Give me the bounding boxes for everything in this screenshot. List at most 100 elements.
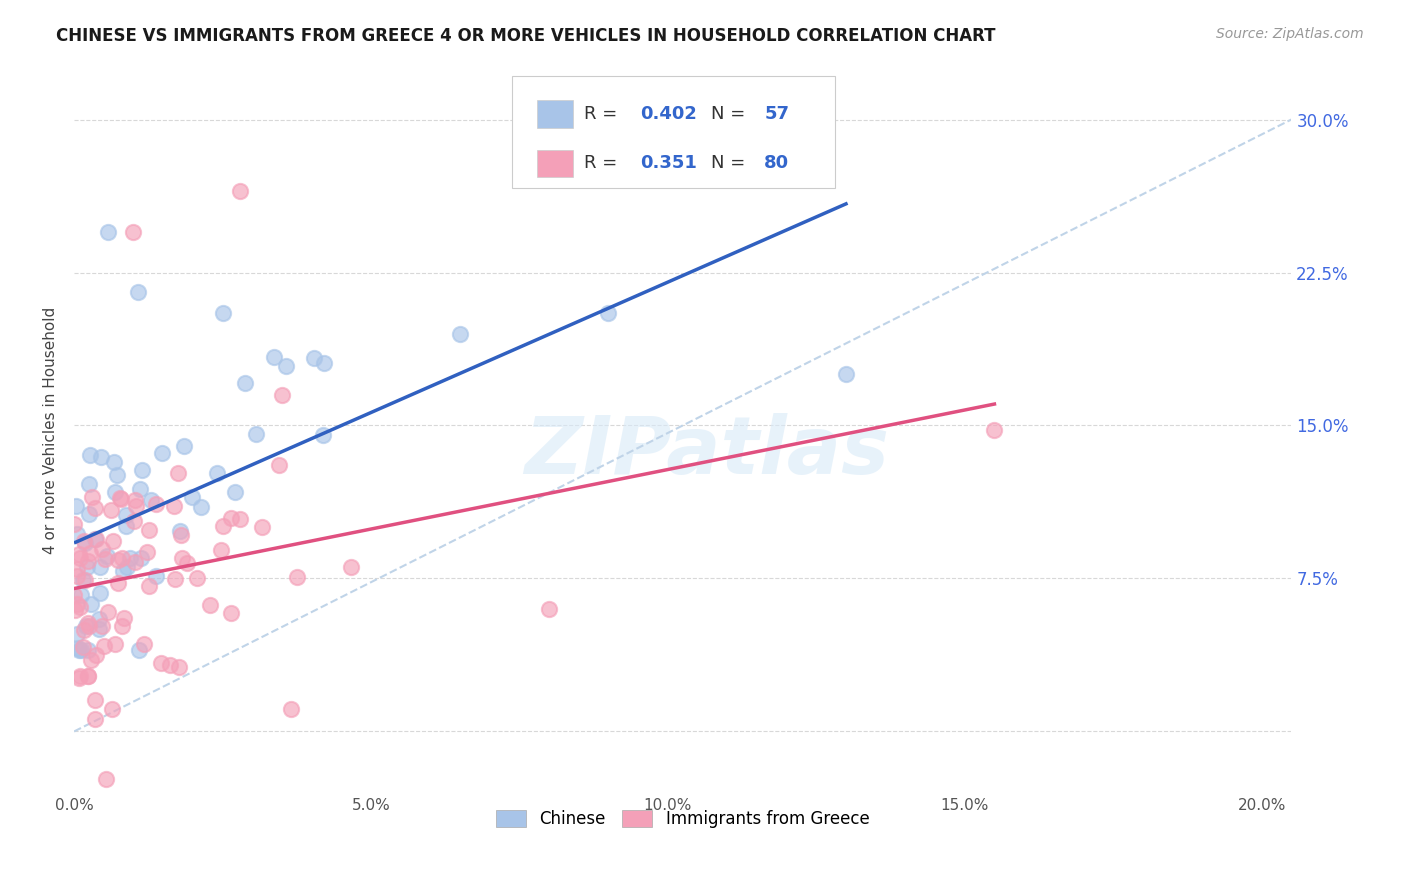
Point [73,573,96,587]
Point [79,448,101,462]
Point [983,423,1005,437]
Text: N =: N = [710,105,751,123]
Point [112,611,135,625]
Text: 80: 80 [765,154,789,172]
Point [163,572,186,586]
Point [67,547,90,561]
Point [229,184,252,198]
Point [233,376,256,390]
Point [209,542,232,557]
Point [65,597,87,611]
Text: R =: R = [583,105,623,123]
Point [75,618,97,632]
Point [280,702,302,716]
Point [87,612,110,626]
Point [159,658,181,673]
Point [94,772,117,787]
Point [129,550,152,565]
Point [128,482,150,496]
Text: CHINESE VS IMMIGRANTS FROM GREECE 4 OR MORE VEHICLES IN HOUSEHOLD CORRELATION CH: CHINESE VS IMMIGRANTS FROM GREECE 4 OR M… [56,27,995,45]
Point [77,554,100,568]
Point [271,388,294,402]
Point [131,463,153,477]
Text: 57: 57 [765,105,789,123]
Point [128,643,150,657]
Point [150,446,173,460]
Point [598,306,620,320]
Point [80,653,103,667]
Point [138,523,160,537]
Point [73,623,96,637]
Point [219,606,242,620]
Text: 0.402: 0.402 [640,105,697,123]
Point [274,359,297,373]
Point [245,426,267,441]
Point [69,669,91,683]
Point [66,562,89,576]
Point [110,491,132,505]
Point [90,450,112,464]
Point [76,669,98,683]
FancyBboxPatch shape [537,101,574,128]
Point [66,568,89,582]
Point [267,458,290,473]
Point [84,533,107,547]
Point [101,702,124,716]
Point [63,517,86,532]
Point [127,285,149,299]
Point [163,500,186,514]
Point [65,526,87,541]
Point [114,508,136,522]
Point [65,500,87,514]
Point [176,556,198,570]
Point [100,502,122,516]
Point [167,659,190,673]
Point [69,600,91,615]
Point [67,671,90,685]
Point [449,326,471,341]
Point [170,528,193,542]
Point [224,485,246,500]
Point [229,512,252,526]
Point [135,545,157,559]
Point [145,569,167,583]
Point [89,560,111,574]
Point [122,225,145,239]
Point [111,564,134,578]
Point [67,641,90,656]
Point [115,560,138,574]
Point [252,520,274,534]
Point [73,533,96,548]
Point [76,669,98,683]
Point [110,491,132,506]
Point [180,490,202,504]
Point [111,619,134,633]
Point [107,575,129,590]
Point [94,552,117,566]
Point [69,588,91,602]
Point [538,602,561,616]
Point [173,440,195,454]
Point [80,598,103,612]
Point [77,619,100,633]
Point [69,550,91,565]
Point [186,571,208,585]
Point [124,499,146,513]
Point [73,536,96,550]
Point [141,493,163,508]
Point [120,550,142,565]
Point [97,605,120,619]
Point [170,551,193,566]
FancyBboxPatch shape [512,76,835,188]
Point [63,603,86,617]
Point [91,542,114,557]
Point [107,552,129,566]
Point [84,692,107,706]
Point [111,550,134,565]
Point [66,627,89,641]
Point [340,560,363,574]
Point [83,501,105,516]
Point [86,648,108,663]
Point [84,533,107,547]
Point [211,519,233,533]
